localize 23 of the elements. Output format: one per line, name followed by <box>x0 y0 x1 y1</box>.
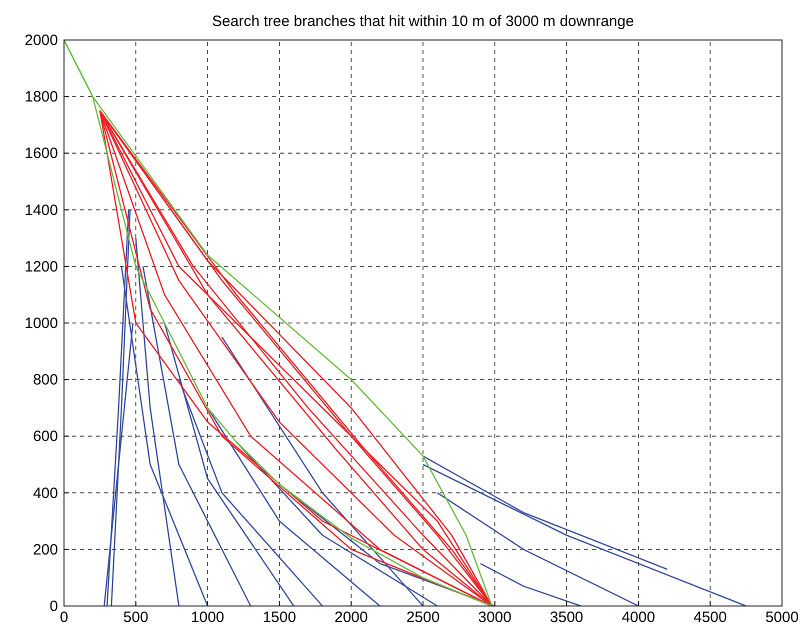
y-tick-label: 1800 <box>24 88 58 106</box>
x-tick-label: 4500 <box>694 609 727 626</box>
y-tick-label: 1400 <box>24 202 58 219</box>
y-tick-label: 400 <box>32 484 58 502</box>
x-tick-label: 3000 <box>478 609 512 626</box>
y-tick-label: 600 <box>32 428 58 446</box>
y-tick-label: 1600 <box>24 145 58 162</box>
x-tick-label: 5000 <box>765 609 799 626</box>
x-tick-label: 4000 <box>622 609 656 626</box>
x-tick-label: 1500 <box>262 609 296 626</box>
y-tick-label: 2000 <box>24 32 58 49</box>
y-tick-label: 1000 <box>24 315 58 332</box>
x-tick-label: 3500 <box>550 609 584 626</box>
x-tick-label: 500 <box>123 609 148 626</box>
x-tick-label: 2000 <box>334 609 368 626</box>
x-tick-label: 1000 <box>190 609 224 626</box>
y-tick-label: 200 <box>32 541 58 558</box>
y-tick-label: 1200 <box>24 258 58 276</box>
x-tick-label: 2500 <box>406 609 440 626</box>
y-tick-label: 800 <box>32 372 58 389</box>
chart-title: Search tree branches that hit within 10 m of 3000 m downrange <box>212 13 634 30</box>
y-tick-label: 0 <box>50 598 58 615</box>
x-tick-label: 0 <box>60 609 68 626</box>
